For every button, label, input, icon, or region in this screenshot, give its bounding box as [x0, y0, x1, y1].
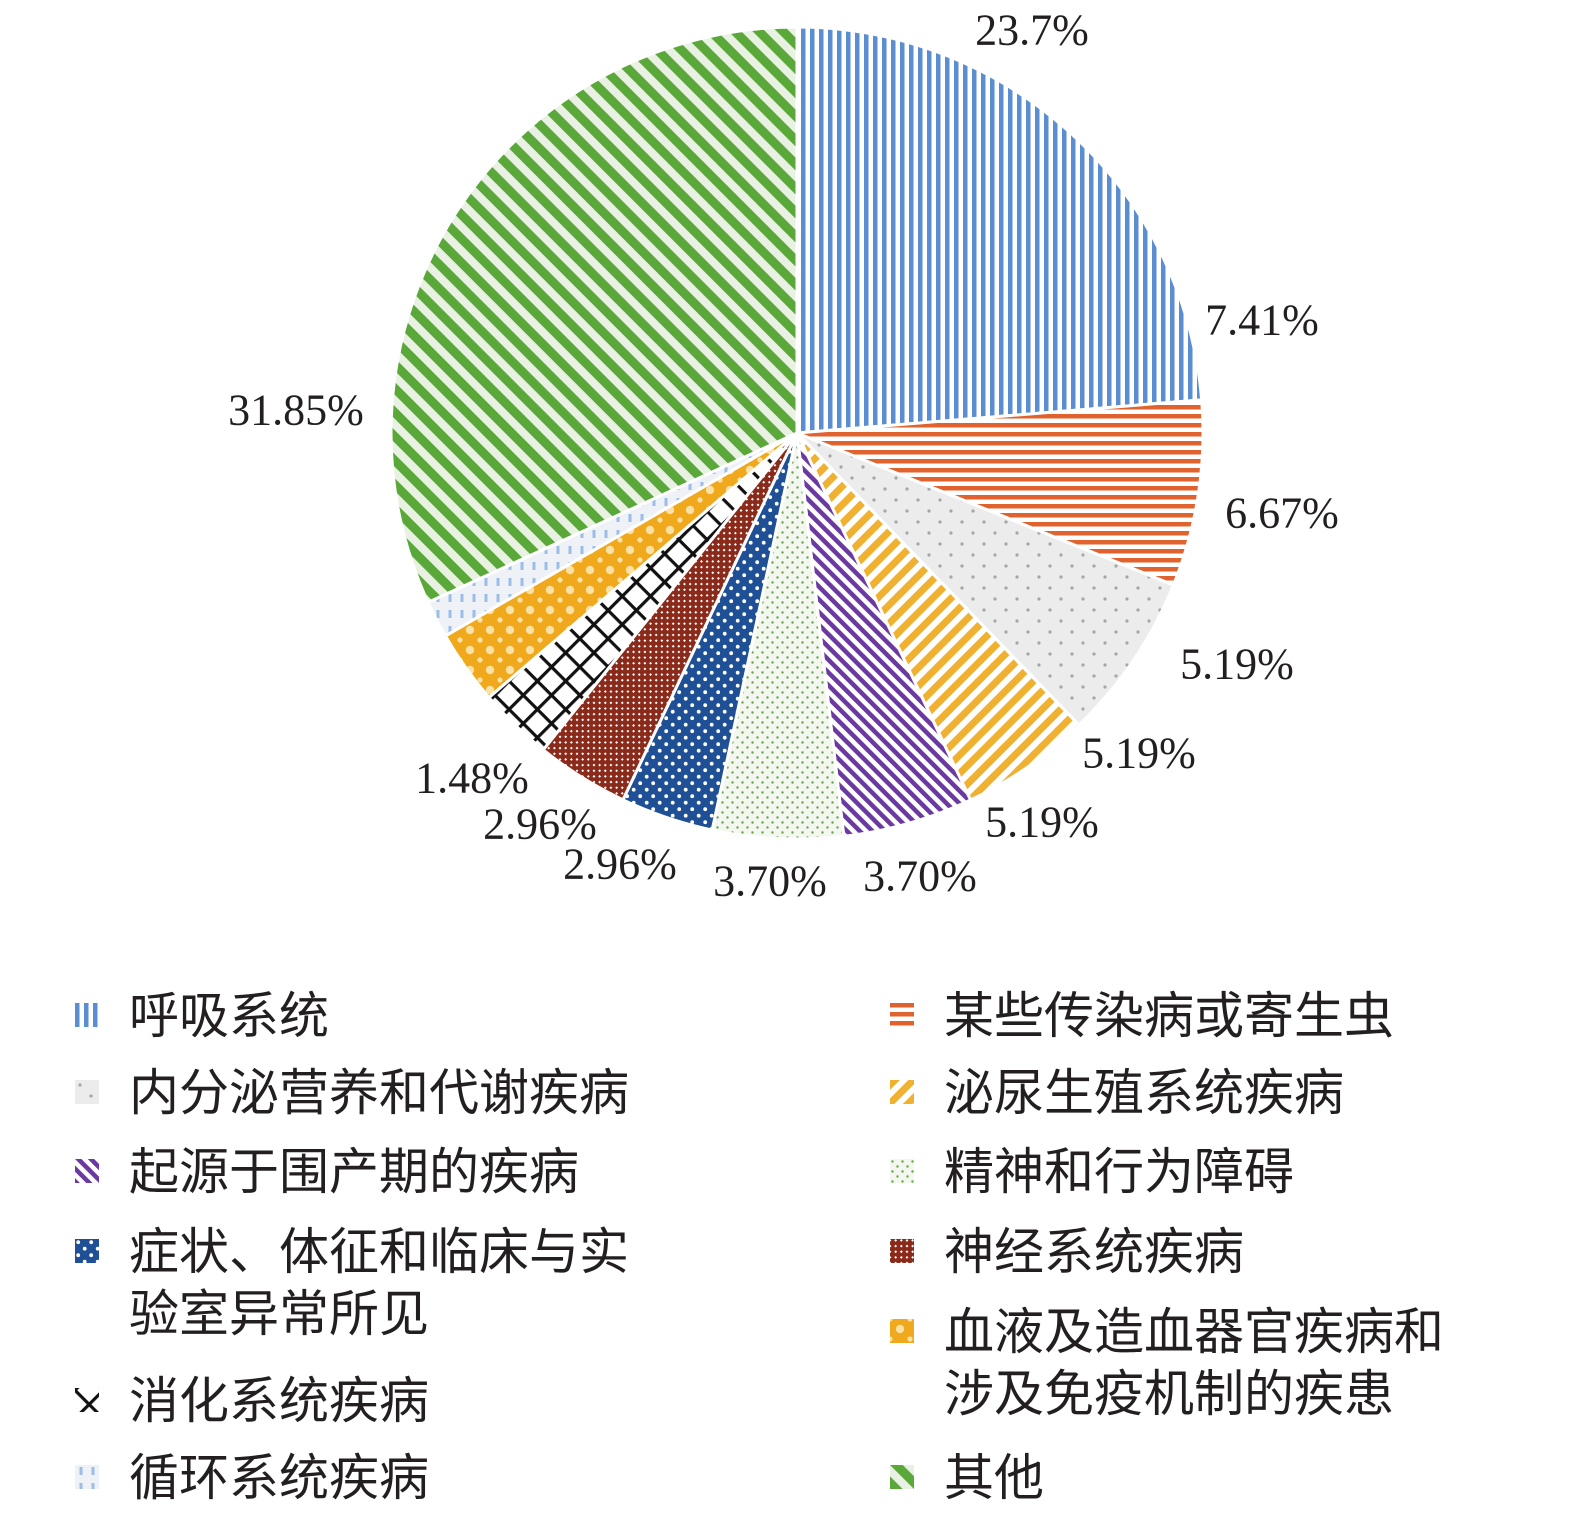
slice-value-label: 31.85% — [228, 386, 364, 435]
slice-value-label: 3.70% — [863, 852, 977, 901]
slice-value-label: 6.67% — [1225, 489, 1339, 538]
slice-value-label: 7.41% — [1205, 296, 1319, 345]
pie-labels: 23.7%7.41%6.67%5.19%5.19%5.19%3.70%3.70%… — [228, 6, 1339, 906]
slice-value-label: 1.48% — [415, 754, 529, 803]
pie-slice — [389, 25, 799, 605]
slice-value-label: 2.96% — [483, 800, 597, 849]
pie-slices — [389, 25, 1205, 841]
slice-value-label: 2.96% — [563, 840, 677, 889]
slice-value-label: 3.70% — [713, 857, 827, 906]
pie-slice — [795, 25, 1204, 435]
slice-value-label: 5.19% — [985, 798, 1099, 847]
slice-value-label: 5.19% — [1180, 640, 1294, 689]
slice-value-label: 5.19% — [1082, 729, 1196, 778]
slice-value-label: 23.7% — [975, 6, 1089, 55]
pie-slice — [795, 431, 1176, 728]
pie-slice — [796, 398, 1205, 588]
